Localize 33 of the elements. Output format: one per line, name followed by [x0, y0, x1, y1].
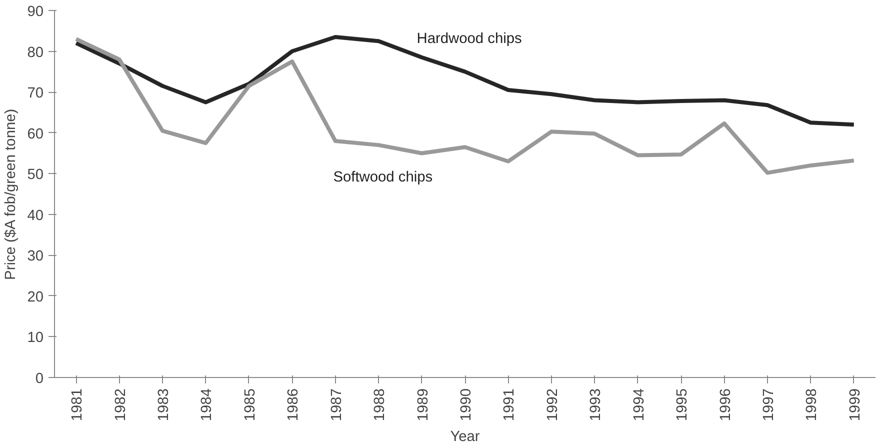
x-tick-label: 1983 — [156, 388, 172, 422]
x-tick-label: 1996 — [718, 388, 734, 422]
x-tick-label: 1986 — [286, 388, 302, 422]
x-tick-label: 1993 — [588, 388, 604, 422]
y-tick-label: 80 — [27, 44, 44, 61]
y-tick-label: 0 — [35, 371, 44, 387]
x-tick-label: 1987 — [328, 388, 345, 422]
x-tick-label: 1982 — [112, 388, 129, 422]
x-tick-label: 1984 — [199, 388, 216, 422]
x-tick-label: 1998 — [804, 388, 820, 422]
x-tick-label: 1995 — [674, 388, 691, 422]
x-tick-label: 1992 — [544, 388, 561, 422]
x-tick-label: 1994 — [631, 388, 648, 422]
x-tick-label: 1991 — [502, 388, 518, 422]
series-label: Softwood chips — [333, 170, 433, 186]
y-tick-label: 50 — [27, 167, 44, 184]
x-tick-label: 1990 — [458, 388, 474, 422]
y-tick-label: 60 — [27, 126, 44, 142]
x-axis-title: Year — [450, 429, 480, 446]
x-tick-label: 1981 — [70, 388, 86, 422]
x-tick-label: 1989 — [415, 388, 432, 422]
x-tick-label: 1999 — [847, 388, 864, 422]
x-tick-label: 1997 — [760, 388, 777, 422]
y-tick-label: 40 — [27, 208, 44, 224]
x-tick-label: 1988 — [372, 388, 388, 422]
y-tick-label: 30 — [27, 248, 44, 265]
y-tick-label: 10 — [27, 330, 44, 346]
x-tick-label: 1985 — [242, 388, 258, 422]
y-tick-label: 90 — [27, 4, 44, 20]
y-tick-label: 70 — [27, 86, 44, 102]
series-label: Hardwood chips — [416, 31, 522, 48]
y-tick-label: 20 — [27, 289, 44, 306]
y-axis-title: Price ($A fob/green tonne) — [3, 108, 20, 280]
